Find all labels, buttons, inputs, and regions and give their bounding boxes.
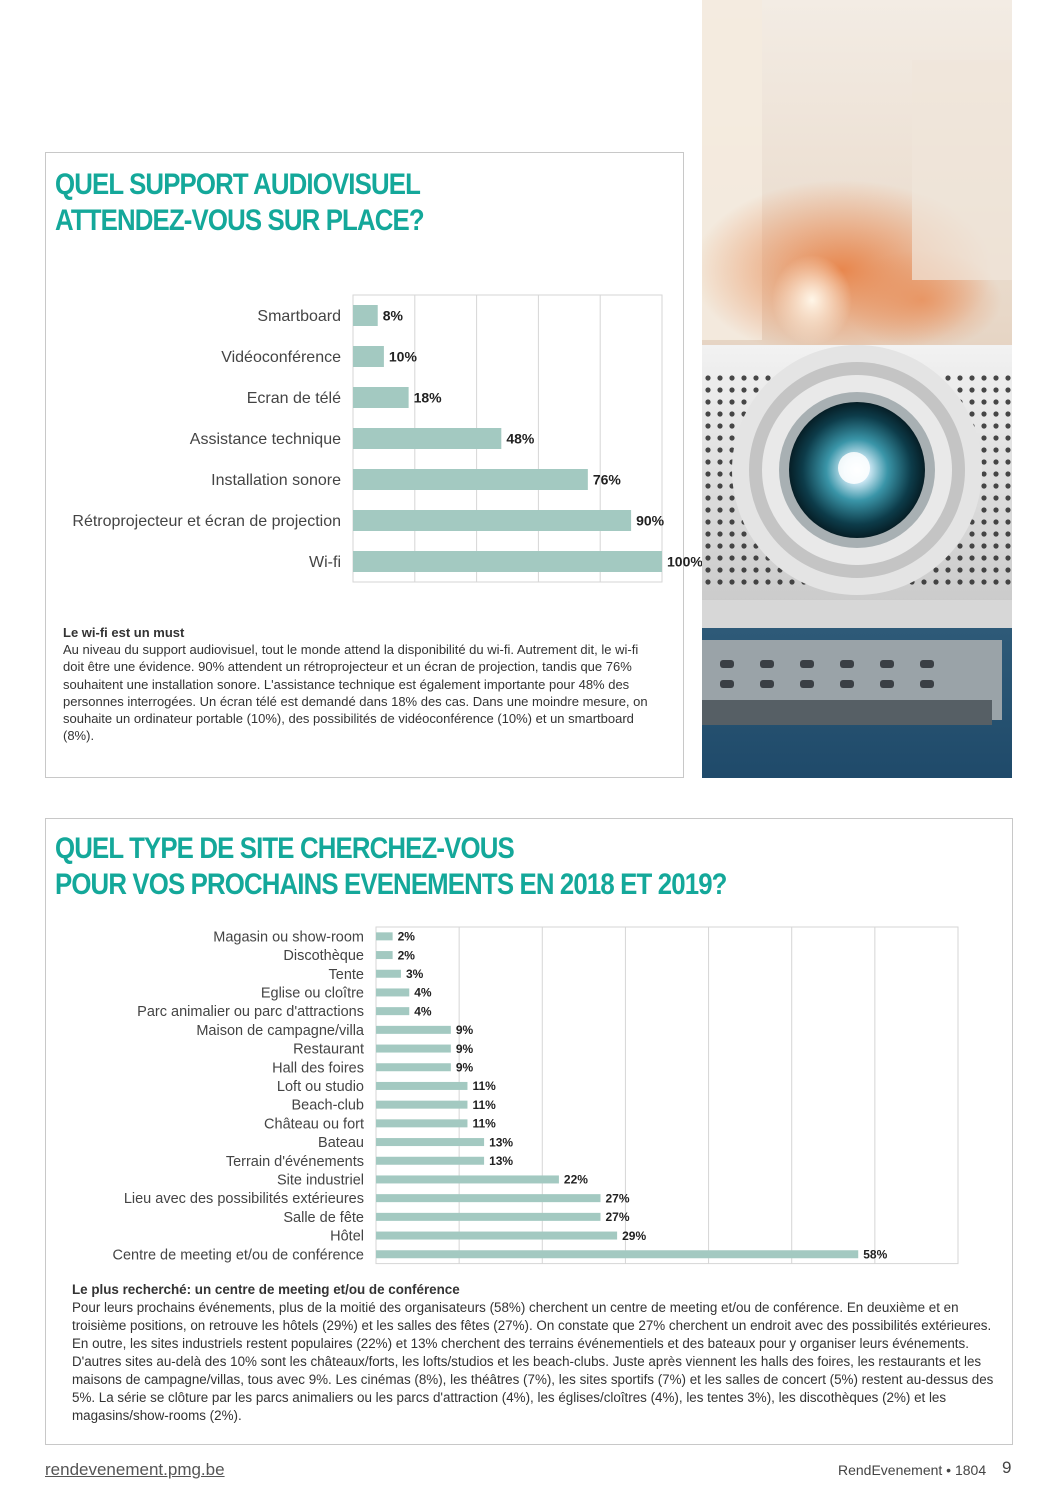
chart2-bar	[376, 1063, 451, 1072]
chart1-category-label: Installation sonore	[211, 472, 341, 489]
chart2-category-label: Hôtel	[330, 1229, 364, 1245]
page-number: 9	[1002, 1458, 1012, 1477]
chart2-value-label: 2%	[398, 930, 416, 944]
chart2-value-label: 11%	[472, 1098, 496, 1112]
chart2-category-label: Salle de fête	[283, 1210, 364, 1226]
chart2-category-label: Magasin ou show-room	[213, 929, 364, 945]
chart1-value-label: 90%	[636, 512, 665, 528]
site-type-note-title: Le plus recherché: un centre de meeting …	[72, 1282, 460, 1297]
chart2-category-label: Bateau	[318, 1135, 364, 1151]
chart1-value-label: 76%	[593, 471, 622, 487]
chart1-value-label: 100%	[667, 553, 703, 569]
chart2-category-label: Centre de meeting et/ou de conférence	[113, 1247, 365, 1263]
chart2-bar	[376, 1007, 410, 1016]
chart2-plot-area	[375, 926, 959, 1265]
chart2-bar	[376, 1025, 451, 1034]
chart2-bar	[376, 1044, 451, 1053]
chart2-value-label: 9%	[456, 1023, 474, 1037]
audiovisual-title-line2: ATTENDEZ-VOUS SUR PLACE?	[55, 204, 425, 237]
chart2-category-label: Parc animalier ou parc d'attractions	[137, 1004, 364, 1020]
chart2-category-label: Loft ou studio	[277, 1079, 364, 1095]
audiovisual-panel: QUEL SUPPORT AUDIOVISUEL ATTENDEZ-VOUS S…	[45, 152, 703, 778]
chart2-value-label: 27%	[605, 1191, 629, 1205]
chart2-bar	[376, 988, 410, 997]
chart1-bar	[353, 346, 384, 367]
chart2-value-label: 29%	[622, 1229, 646, 1243]
chart2-bar	[376, 969, 401, 978]
chart2-bar	[376, 1231, 618, 1240]
projector-photo	[702, 0, 1012, 778]
chart1-category-label: Wi-fi	[309, 554, 341, 571]
chart1-bar	[353, 305, 378, 326]
chart1-bar	[353, 469, 588, 490]
chart2-bar	[376, 1212, 601, 1221]
chart1-category-label: Rétroprojecteur et écran de projection	[72, 513, 341, 530]
audiovisual-note: Le wi-fi est un must Au niveau du suppor…	[63, 624, 661, 744]
audiovisual-note-title: Le wi-fi est un must	[63, 625, 185, 640]
chart1-bar	[353, 387, 409, 408]
chart2-value-label: 13%	[489, 1135, 513, 1149]
chart2-bar	[376, 1156, 485, 1165]
chart2-value-label: 11%	[472, 1079, 496, 1093]
site-type-note-text: Pour leurs prochains événements, plus de…	[72, 1300, 994, 1423]
chart1-category-label: Ecran de télé	[247, 390, 341, 407]
audiovisual-bar-chart: Smartboard 8% Vidéoconférence 10% Ecran de t…	[72, 294, 703, 583]
chart2-value-label: 2%	[398, 948, 416, 962]
chart1-value-label: 48%	[506, 430, 535, 446]
site-type-title-line2: POUR VOS PROCHAINS EVENEMENTS EN 2018 ET…	[55, 868, 727, 901]
chart2-bar	[376, 1194, 601, 1203]
chart1-bar	[353, 428, 502, 449]
chart2-category-label: Maison de campagne/villa	[196, 1023, 365, 1039]
chart2-bar	[376, 1100, 468, 1109]
chart1-bar	[353, 510, 632, 531]
chart1-bar	[353, 551, 662, 572]
chart2-value-label: 22%	[564, 1173, 588, 1187]
site-type-title: QUEL TYPE DE SITE CHERCHEZ-VOUS POUR VOS…	[55, 831, 727, 903]
chart2-value-label: 4%	[414, 1004, 432, 1018]
audiovisual-title: QUEL SUPPORT AUDIOVISUEL ATTENDEZ-VOUS S…	[55, 167, 425, 239]
site-type-title-line1: QUEL TYPE DE SITE CHERCHEZ-VOUS	[55, 832, 515, 865]
chart1-category-label: Assistance technique	[190, 431, 341, 448]
audiovisual-title-line1: QUEL SUPPORT AUDIOVISUEL	[55, 168, 421, 201]
audiovisual-note-text: Au niveau du support audiovisuel, tout l…	[63, 642, 648, 744]
chart2-bar	[376, 951, 393, 960]
chart2-bar	[376, 1250, 859, 1259]
chart1-category-label: Smartboard	[257, 308, 341, 325]
chart2-category-label: Terrain d'événements	[226, 1154, 364, 1170]
site-type-panel: QUEL TYPE DE SITE CHERCHEZ-VOUS POUR VOS…	[45, 818, 1013, 1445]
chart2-value-label: 4%	[414, 986, 432, 1000]
chart1-value-label: 8%	[383, 307, 404, 323]
chart2-bar	[376, 1175, 559, 1184]
chart1-value-label: 18%	[414, 389, 443, 405]
chart2-value-label: 58%	[863, 1247, 887, 1261]
chart2-value-label: 9%	[456, 1060, 474, 1074]
footer-issue: RendEvenement • 1804	[838, 1462, 987, 1478]
chart2-category-label: Lieu avec des possibilités extérieures	[124, 1191, 364, 1207]
footer-url-link[interactable]: rendevenement.pmg.be	[45, 1460, 225, 1479]
chart2-value-label: 3%	[406, 967, 424, 981]
chart2-category-label: Tente	[329, 967, 364, 983]
chart2-category-label: Site industriel	[277, 1173, 364, 1189]
chart2-bar	[376, 932, 393, 941]
chart1-value-label: 10%	[389, 348, 418, 364]
projector-photo-icon	[702, 0, 1012, 778]
chart2-bar	[376, 1119, 468, 1128]
chart1-category-label: Vidéoconférence	[221, 349, 341, 366]
chart2-value-label: 9%	[456, 1042, 474, 1056]
chart2-category-label: Château ou fort	[264, 1116, 364, 1132]
chart2-value-label: 11%	[472, 1117, 496, 1131]
chart2-value-label: 13%	[489, 1154, 513, 1168]
chart2-bar	[376, 1138, 485, 1147]
chart2-value-label: 27%	[605, 1210, 629, 1224]
chart2-category-label: Discothèque	[283, 948, 364, 964]
chart2-category-label: Beach-club	[291, 1098, 364, 1114]
site-type-note: Le plus recherché: un centre de meeting …	[72, 1281, 1002, 1425]
chart2-bar	[376, 1081, 468, 1090]
chart2-category-label: Restaurant	[293, 1042, 364, 1058]
chart2-category-label: Hall des foires	[272, 1060, 364, 1076]
chart2-category-label: Eglise ou cloître	[261, 986, 364, 1002]
site-type-bar-chart: Magasin ou show-room 2% Discothèque 2% Tente…	[113, 926, 959, 1265]
